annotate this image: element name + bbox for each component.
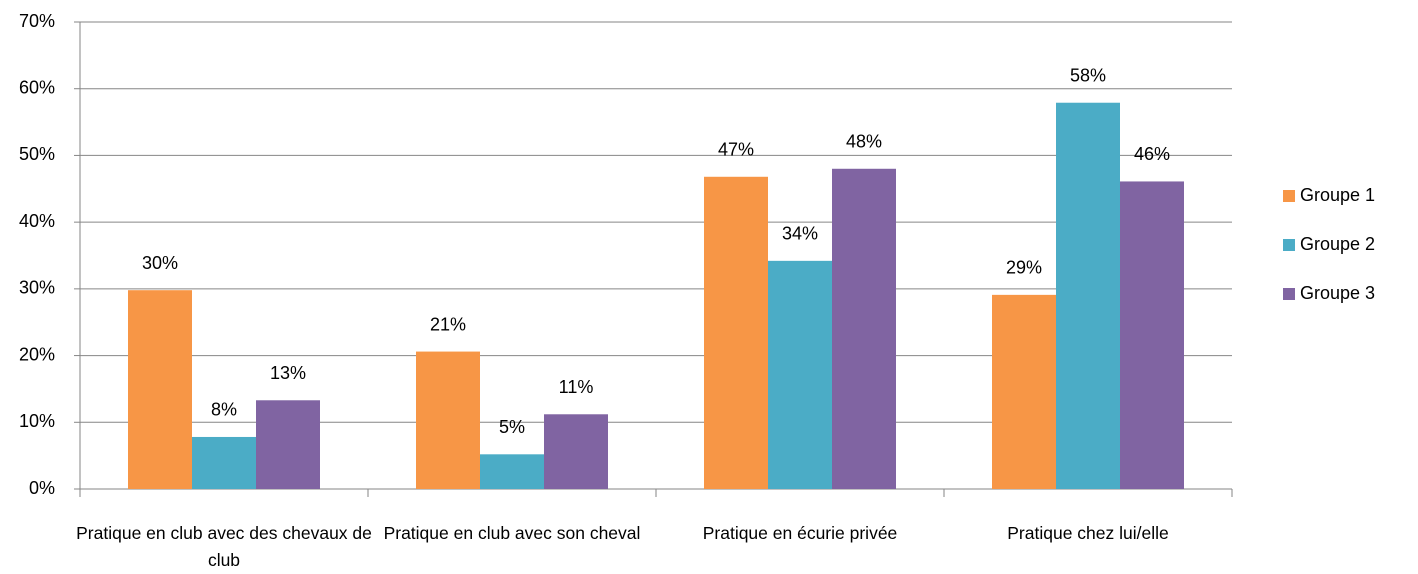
bar <box>832 168 896 489</box>
legend-swatch <box>1283 288 1295 300</box>
data-label: 34% <box>782 224 818 244</box>
bar <box>992 294 1056 489</box>
legend-label: Groupe 2 <box>1300 234 1375 254</box>
bar <box>480 454 544 489</box>
bar <box>544 414 608 489</box>
data-label: 13% <box>270 363 306 383</box>
data-label: 5% <box>499 417 525 437</box>
bar <box>704 176 768 489</box>
y-tick-label: 0% <box>29 478 55 498</box>
y-tick-label: 10% <box>19 411 55 431</box>
data-label: 29% <box>1006 258 1042 278</box>
x-tick-label: Pratique en club avec son cheval <box>383 523 641 543</box>
x-tick-label: Pratique en club avec des chevaux de clu… <box>76 523 372 570</box>
data-label: 47% <box>718 140 754 160</box>
bar <box>128 290 192 489</box>
data-label: 46% <box>1134 144 1170 164</box>
bar <box>416 351 480 489</box>
legend-label: Groupe 1 <box>1300 185 1375 205</box>
legend-label: Groupe 3 <box>1300 283 1375 303</box>
bar <box>768 260 832 489</box>
legend-swatch <box>1283 190 1295 202</box>
y-tick-label: 70% <box>19 11 55 31</box>
legend-swatch <box>1283 239 1295 251</box>
bar <box>192 436 256 489</box>
y-tick-label: 60% <box>19 77 55 97</box>
x-tick-label: Pratique en écurie privée <box>702 523 898 543</box>
x-tick-label: Pratique chez lui/elle <box>1007 523 1169 543</box>
y-tick-label: 50% <box>19 144 55 164</box>
data-label: 11% <box>559 377 594 397</box>
y-tick-label: 30% <box>19 278 55 298</box>
data-label: 48% <box>846 132 882 152</box>
y-tick-label: 40% <box>19 211 55 231</box>
bar <box>256 400 320 489</box>
y-tick-label: 20% <box>19 344 55 364</box>
data-label: 21% <box>430 314 466 334</box>
data-label: 30% <box>142 253 178 273</box>
data-label: 8% <box>211 400 237 420</box>
data-label: 58% <box>1070 65 1106 85</box>
bar <box>1120 181 1184 489</box>
bar <box>1056 102 1120 489</box>
